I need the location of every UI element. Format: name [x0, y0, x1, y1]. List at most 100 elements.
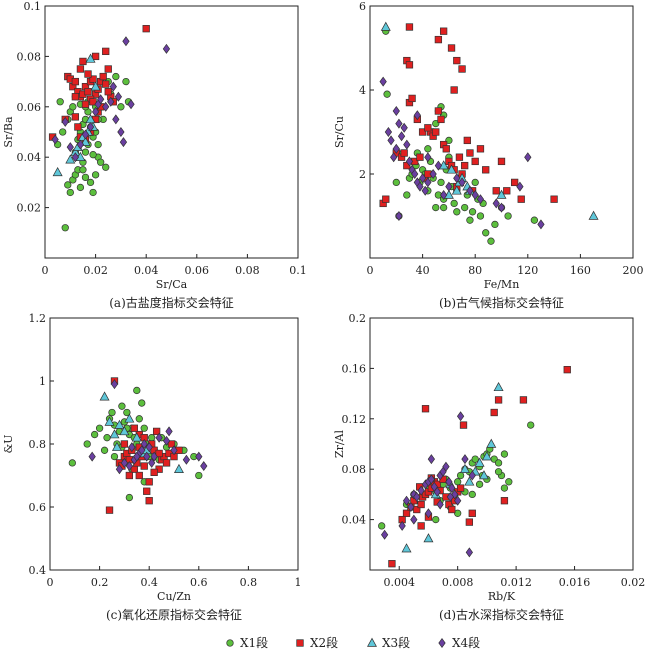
series-x4 — [88, 379, 208, 475]
point-x3 — [109, 429, 120, 439]
point-x3 — [52, 166, 63, 177]
point-x4 — [76, 139, 85, 150]
point-x4 — [133, 451, 141, 462]
point-x1 — [424, 145, 432, 153]
y-tick-label: 0.16 — [342, 362, 367, 375]
point-x1 — [471, 178, 479, 187]
point-x4 — [114, 91, 123, 102]
point-x1 — [140, 424, 148, 432]
x-tick-label: 40 — [416, 264, 430, 277]
legend-marker-square — [296, 639, 304, 647]
point-x4 — [445, 476, 453, 487]
point-x3 — [124, 413, 135, 423]
point-x1 — [102, 163, 110, 171]
point-x4 — [465, 547, 473, 558]
point-x1 — [432, 515, 440, 524]
plot-frame — [369, 317, 634, 571]
point-x2 — [490, 408, 498, 417]
point-x2 — [500, 497, 509, 505]
point-x4 — [453, 173, 461, 184]
point-x1 — [59, 128, 67, 136]
y-tick-label: 0.6 — [29, 501, 47, 514]
point-x4 — [66, 142, 74, 153]
point-x4 — [128, 442, 136, 453]
point-x2 — [84, 88, 92, 96]
point-x4 — [397, 131, 406, 142]
point-x4 — [413, 110, 421, 121]
y-axis-label: Zr/Al — [333, 429, 346, 458]
point-x4 — [537, 219, 545, 230]
point-x2 — [511, 178, 519, 187]
y-tick-label: 1 — [39, 375, 46, 388]
point-x4 — [497, 202, 506, 213]
y-tick-label: 0.2 — [349, 312, 367, 325]
point-x4 — [405, 156, 414, 167]
point-x4 — [200, 461, 208, 472]
point-x2 — [416, 153, 424, 161]
point-x3 — [99, 391, 110, 401]
point-x2 — [79, 57, 87, 66]
point-x1 — [100, 446, 109, 454]
point-x4 — [492, 198, 500, 209]
point-x2 — [447, 44, 456, 52]
point-x2 — [99, 72, 107, 81]
panel-caption: (a)古盐度指标交会特征 — [109, 295, 234, 310]
point-x1 — [504, 212, 512, 220]
y-tick-label: 0.8 — [29, 438, 47, 451]
x-tick-label: 120 — [517, 264, 538, 277]
point-x1 — [476, 212, 485, 220]
point-x1 — [378, 522, 386, 530]
point-x4 — [398, 520, 406, 531]
point-x4 — [107, 96, 115, 107]
legend-item-x1: X1段 — [226, 635, 268, 650]
point-x4 — [195, 451, 203, 462]
x-tick-label: 160 — [570, 264, 591, 277]
x-tick-label: 200 — [623, 264, 644, 277]
legend-item-x3: X3段 — [367, 635, 410, 650]
point-x2 — [71, 93, 80, 101]
x-tick-label: 0.016 — [559, 576, 591, 589]
y-tick-label: 0.12 — [342, 413, 367, 426]
point-x4 — [102, 101, 110, 112]
y-tick-label: 0.06 — [17, 101, 42, 114]
point-x2 — [125, 471, 134, 480]
y-tick-label: 0.1 — [24, 0, 42, 13]
x-tick-label: 0 — [367, 264, 374, 277]
point-x1 — [64, 181, 72, 189]
point-x1 — [95, 424, 104, 432]
series-x4 — [380, 411, 476, 558]
point-x2 — [84, 70, 92, 78]
point-x3 — [90, 81, 101, 91]
point-x4 — [461, 454, 469, 465]
point-x2 — [143, 487, 151, 495]
point-x2 — [434, 35, 443, 44]
point-x4 — [380, 529, 389, 540]
point-x2 — [105, 506, 114, 514]
point-x4 — [117, 127, 125, 137]
point-x1 — [61, 224, 69, 232]
y-tick-label: 0.08 — [342, 463, 367, 476]
point-x3 — [451, 185, 462, 195]
point-x4 — [454, 495, 462, 506]
point-x4 — [392, 106, 400, 116]
point-x3 — [459, 463, 470, 473]
point-x1 — [403, 191, 411, 199]
plot-frame — [369, 5, 634, 259]
point-x4 — [434, 160, 443, 171]
point-x3 — [446, 164, 457, 174]
point-x4 — [182, 454, 191, 465]
y-tick-label: 0.02 — [17, 202, 42, 215]
point-x1 — [454, 478, 462, 486]
point-x3 — [474, 457, 485, 467]
x-tick-label: 0 — [42, 264, 49, 277]
x-axis-label: Cu/Zn — [157, 590, 191, 603]
point-x2 — [466, 149, 474, 157]
point-x1 — [500, 484, 509, 492]
point-x2 — [130, 424, 138, 432]
point-x4 — [516, 181, 524, 192]
point-x1 — [103, 434, 111, 442]
panel-caption: (c)氧化还原指标交会特征 — [106, 607, 242, 622]
point-x4 — [410, 514, 418, 525]
point-x1 — [527, 421, 535, 429]
point-x2 — [413, 505, 421, 514]
